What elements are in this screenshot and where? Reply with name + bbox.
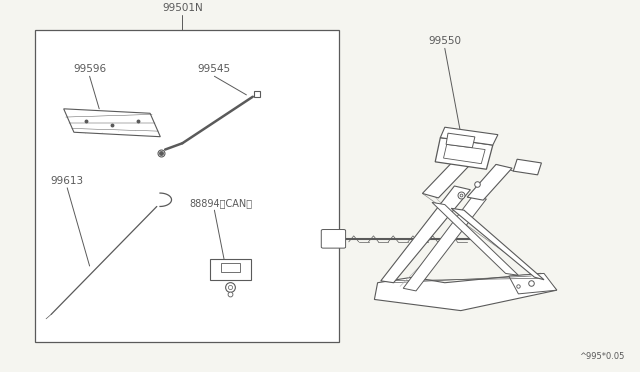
Bar [35,30,339,342]
Text: ^995*0.05: ^995*0.05 [579,352,624,361]
Polygon shape [513,159,541,175]
Text: 99596: 99596 [73,64,106,74]
Polygon shape [509,273,557,294]
Text: 99545: 99545 [198,64,231,74]
Bar [210,259,252,280]
Polygon shape [444,144,485,164]
Text: 99550: 99550 [428,36,461,46]
Text: 88894〈CAN〉: 88894〈CAN〉 [189,198,252,208]
Polygon shape [451,208,544,280]
Polygon shape [432,202,518,275]
Polygon shape [467,164,512,200]
Text: 99613: 99613 [51,176,84,186]
Polygon shape [440,127,498,145]
Polygon shape [446,133,475,148]
Polygon shape [381,186,470,283]
Bar [221,263,240,272]
FancyBboxPatch shape [321,230,346,248]
Polygon shape [374,273,557,311]
Polygon shape [403,196,486,291]
Text: 99501N: 99501N [162,3,203,13]
Polygon shape [63,109,160,137]
Polygon shape [422,160,470,198]
Polygon shape [435,138,493,169]
